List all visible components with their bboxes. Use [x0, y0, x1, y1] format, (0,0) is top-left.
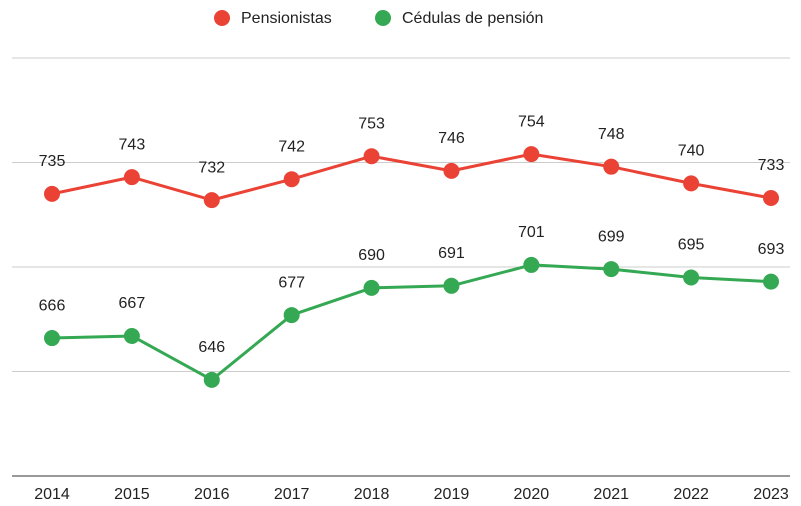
x-tick-label: 2017	[274, 486, 310, 503]
data-label: 742	[278, 138, 305, 155]
data-label: 666	[39, 297, 66, 314]
data-label: 701	[518, 224, 545, 241]
data-point	[683, 269, 700, 286]
legend-text: Pensionistas	[241, 10, 332, 27]
data-point	[363, 148, 380, 165]
data-label: 693	[758, 241, 785, 258]
data-point	[443, 162, 460, 179]
x-tick-label: 2019	[434, 486, 470, 503]
data-point	[44, 185, 60, 202]
data-point	[283, 171, 300, 188]
data-label: 732	[198, 159, 225, 176]
data-point	[203, 371, 220, 388]
x-tick-label: 2014	[34, 486, 70, 503]
data-label: 699	[598, 228, 625, 245]
data-point	[763, 273, 779, 290]
data-point	[603, 158, 620, 175]
x-tick-label: 2021	[593, 486, 629, 503]
data-point	[763, 190, 779, 207]
legend: Pensionistas Cédulas de pensión	[214, 10, 543, 27]
x-tick-label: 2018	[354, 486, 390, 503]
series-line	[51, 152, 772, 202]
data-point	[523, 256, 540, 273]
x-tick-label: 2016	[194, 486, 230, 503]
x-tick-label: 2022	[673, 486, 709, 503]
series-line	[51, 263, 772, 382]
data-label: 667	[119, 295, 146, 312]
data-point	[603, 261, 620, 278]
data-label: 748	[598, 126, 625, 143]
data-point	[363, 279, 380, 296]
data-label: 690	[358, 247, 385, 264]
data-point	[683, 175, 700, 192]
data-label: 677	[278, 274, 305, 291]
data-label: 746	[438, 130, 465, 147]
data-point	[203, 192, 220, 209]
legend-text: Cédulas de pensión	[402, 10, 543, 27]
data-point	[443, 277, 460, 294]
legend-marker	[214, 10, 230, 26]
legend-marker	[375, 10, 391, 26]
data-label: 691	[438, 245, 465, 262]
data-label: 735	[39, 153, 66, 170]
data-point	[123, 327, 140, 344]
x-tick-label: 2020	[514, 486, 550, 503]
data-point	[123, 169, 140, 186]
data-label: 754	[518, 113, 545, 130]
data-label: 695	[678, 237, 705, 254]
data-label: 740	[678, 143, 705, 160]
data-label: 743	[119, 136, 146, 153]
data-label: 733	[758, 157, 785, 174]
x-tick-label: 2023	[753, 486, 789, 503]
data-label: 646	[198, 339, 225, 356]
x-tick-label: 2015	[114, 486, 150, 503]
data-point	[283, 307, 300, 324]
data-point	[523, 146, 540, 163]
data-label: 753	[358, 115, 385, 132]
data-point	[44, 330, 60, 347]
